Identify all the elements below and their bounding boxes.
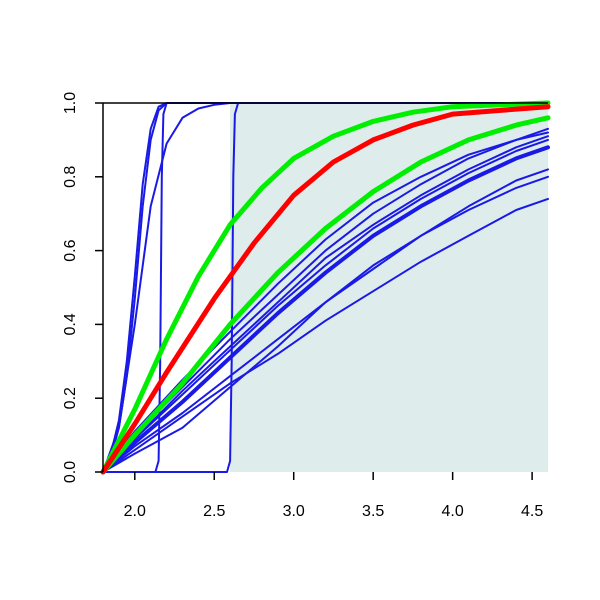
x-tick-label: 2.5 — [203, 503, 225, 520]
series-line-blue-8 — [102, 197, 549, 473]
x-tick-label: 4.0 — [442, 503, 464, 520]
axes-layer: 2.0 2.5 3.0 3.5 4.0 4.5 0.0 0.2 0.4 0.6 0.8 1.0 — [62, 92, 548, 520]
y-tick-label: 1.0 — [62, 92, 79, 114]
x-tick-label: 4.5 — [521, 503, 543, 520]
series-line-blue-9 — [102, 175, 549, 473]
series-line-blue-6 — [102, 135, 549, 473]
y-tick-label: 0.2 — [62, 387, 79, 409]
y-tick-label: 0.0 — [62, 461, 79, 483]
x-tick-label: 2.0 — [124, 503, 146, 520]
series-line-blue-14 — [102, 102, 549, 473]
x-tick-label: 3.0 — [283, 503, 305, 520]
series-line-green-2 — [100, 115, 551, 475]
curves-layer — [100, 100, 551, 475]
shaded-region — [230, 103, 548, 472]
x-tick-label: 3.5 — [362, 503, 384, 520]
series-line-blue-4 — [102, 138, 549, 473]
y-tick-label: 0.4 — [62, 313, 79, 335]
series-line-blue-3 — [101, 145, 550, 474]
shaded-region-layer — [230, 103, 548, 472]
series-line-green-1 — [100, 100, 551, 475]
y-tick-label: 0.6 — [62, 239, 79, 261]
y-tick-label: 0.8 — [62, 166, 79, 188]
series-line-red-0 — [100, 104, 551, 475]
